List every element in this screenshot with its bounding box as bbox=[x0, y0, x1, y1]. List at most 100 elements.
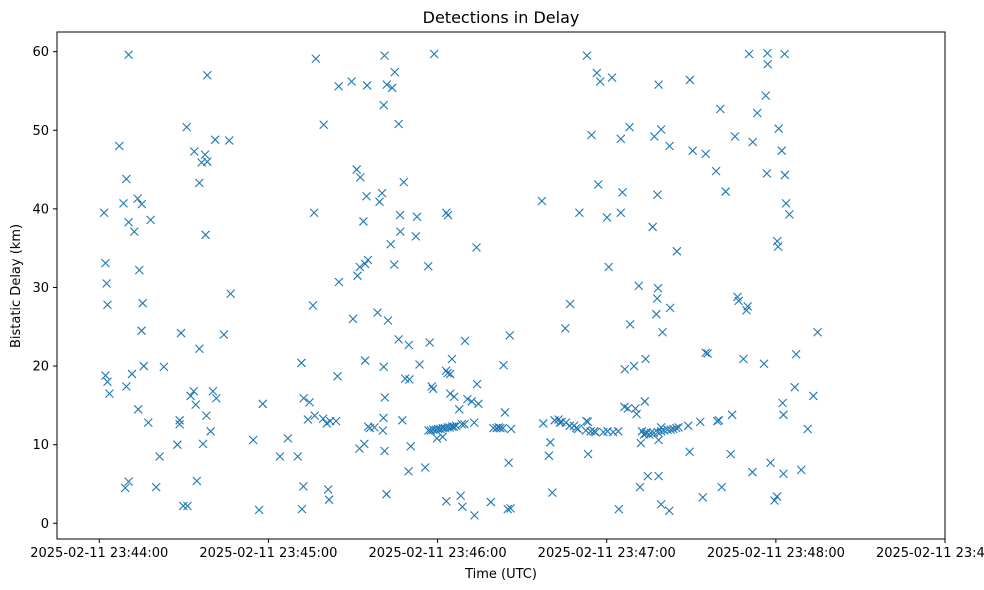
x-tick-label: 2025-02-11 23:48:00 bbox=[707, 546, 845, 561]
data-point bbox=[133, 404, 143, 414]
data-point bbox=[334, 81, 344, 91]
data-point bbox=[404, 467, 413, 476]
data-point bbox=[671, 423, 681, 433]
data-point bbox=[379, 362, 389, 372]
data-point bbox=[748, 467, 757, 477]
data-point bbox=[632, 409, 641, 419]
data-point bbox=[636, 438, 646, 448]
data-point bbox=[685, 447, 694, 457]
data-point bbox=[763, 48, 772, 58]
y-tick-label: 0 bbox=[41, 517, 49, 532]
y-axis: 0 10 20 30 40 50 60 bbox=[32, 45, 57, 532]
data-point bbox=[460, 336, 470, 346]
data-point bbox=[604, 262, 614, 272]
data-point bbox=[763, 59, 773, 69]
data-point bbox=[664, 506, 674, 516]
data-point bbox=[390, 67, 400, 77]
data-point bbox=[347, 77, 356, 86]
data-point bbox=[146, 215, 155, 225]
data-point bbox=[470, 511, 479, 520]
data-point bbox=[712, 416, 722, 426]
data-point bbox=[625, 122, 634, 132]
data-point bbox=[573, 424, 583, 434]
data-point bbox=[613, 426, 623, 436]
data-point bbox=[365, 423, 375, 433]
data-point bbox=[688, 146, 698, 156]
data-point bbox=[254, 505, 264, 515]
data-point bbox=[777, 146, 787, 156]
data-point bbox=[248, 435, 258, 445]
data-point bbox=[124, 50, 133, 60]
data-point bbox=[119, 198, 128, 208]
data-point bbox=[653, 427, 663, 437]
data-point bbox=[355, 262, 365, 272]
data-point bbox=[182, 122, 192, 132]
data-point bbox=[359, 217, 368, 226]
data-point bbox=[428, 384, 438, 394]
data-point bbox=[781, 198, 791, 208]
data-point bbox=[189, 147, 199, 156]
data-point bbox=[457, 419, 467, 429]
data-point bbox=[743, 301, 753, 311]
data-point bbox=[323, 485, 333, 494]
data-point bbox=[486, 497, 496, 507]
data-point bbox=[778, 398, 788, 408]
data-point bbox=[404, 340, 414, 350]
data-point bbox=[151, 482, 161, 492]
data-point bbox=[355, 173, 365, 182]
data-point bbox=[399, 177, 409, 187]
x-tick-label: 2025-02-11 23:46:00 bbox=[369, 546, 507, 561]
data-point bbox=[587, 130, 596, 140]
data-point bbox=[803, 424, 813, 434]
data-point bbox=[656, 426, 666, 436]
data-point bbox=[198, 439, 208, 449]
y-tick-label: 30 bbox=[32, 281, 49, 296]
data-points bbox=[99, 48, 822, 520]
data-point bbox=[395, 210, 405, 220]
data-point bbox=[105, 389, 114, 398]
data-point bbox=[739, 354, 748, 364]
data-point bbox=[275, 452, 285, 461]
data-point bbox=[538, 419, 548, 428]
data-point bbox=[652, 294, 662, 303]
data-point bbox=[592, 68, 602, 78]
data-point bbox=[665, 303, 675, 313]
data-point bbox=[120, 483, 130, 493]
data-point bbox=[443, 368, 453, 378]
data-point bbox=[504, 458, 513, 468]
data-point bbox=[748, 137, 758, 147]
data-point bbox=[472, 242, 481, 252]
data-point bbox=[653, 283, 663, 293]
data-point bbox=[672, 246, 682, 256]
data-point bbox=[382, 80, 392, 90]
data-point bbox=[159, 362, 169, 372]
data-point bbox=[362, 81, 372, 90]
data-point bbox=[656, 422, 666, 432]
data-point bbox=[701, 149, 711, 159]
data-point bbox=[703, 349, 713, 358]
x-tick-label: 2025-02-11 23:44:00 bbox=[30, 546, 168, 561]
data-point bbox=[425, 338, 435, 347]
data-point bbox=[451, 421, 461, 431]
data-point bbox=[506, 424, 516, 434]
data-point bbox=[359, 439, 369, 449]
data-point bbox=[561, 418, 571, 428]
data-point bbox=[654, 435, 663, 445]
data-point bbox=[602, 213, 612, 222]
data-point bbox=[474, 399, 483, 409]
data-point bbox=[780, 49, 789, 59]
data-point bbox=[194, 178, 204, 188]
data-point bbox=[656, 500, 666, 509]
data-point bbox=[124, 217, 133, 227]
data-point bbox=[202, 411, 211, 420]
data-point bbox=[311, 54, 321, 64]
x-tick-label: 2025-02-11 23:45:00 bbox=[199, 546, 337, 561]
data-point bbox=[582, 51, 592, 60]
data-point bbox=[206, 426, 216, 436]
data-point bbox=[121, 382, 131, 391]
y-tick-label: 20 bbox=[32, 360, 49, 375]
data-point bbox=[616, 208, 626, 218]
data-point bbox=[412, 212, 422, 222]
data-point bbox=[438, 432, 448, 442]
data-point bbox=[727, 410, 737, 420]
